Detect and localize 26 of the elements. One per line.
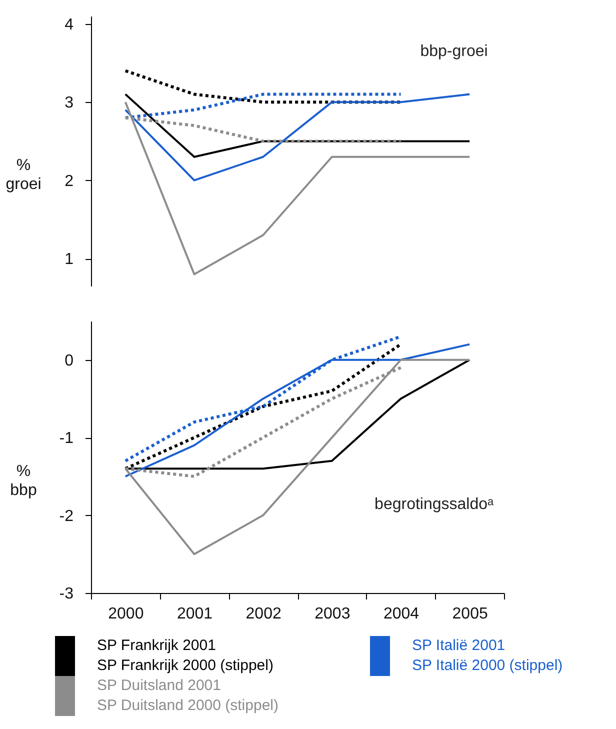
legend-label: SP Frankrijk 2001 bbox=[97, 636, 216, 656]
x-tick-label: 2003 bbox=[314, 606, 350, 622]
x-tick-label: 2002 bbox=[246, 606, 282, 622]
x-tick-label: 2004 bbox=[383, 606, 420, 622]
y-tick-label: 0 bbox=[64, 352, 74, 370]
y-tick-label: 3 bbox=[64, 94, 74, 112]
y-tick-label: -1 bbox=[59, 430, 74, 448]
y-tick-label: -3 bbox=[59, 586, 74, 602]
y-axis-title: % bbp bbox=[10, 463, 37, 500]
y-tick-label: 2 bbox=[64, 172, 74, 190]
line-series bbox=[124, 101, 471, 276]
line-series bbox=[124, 93, 471, 182]
legend-label: SP Duitsland 2000 (stippel) bbox=[97, 696, 278, 716]
legend-label: SP Italië 2001 bbox=[412, 636, 506, 656]
y-tick-label: 1 bbox=[64, 251, 74, 268]
annotation: bbp-groei bbox=[420, 43, 488, 60]
annotation: begrotingssaldoᵃ bbox=[374, 496, 495, 513]
legend-label: SP Italië 2000 (stippel) bbox=[412, 656, 563, 676]
x-tick-label: 2000 bbox=[108, 606, 144, 622]
x-tick-label: 2005 bbox=[452, 606, 488, 622]
legend-label: SP Frankrijk 2000 (stippel) bbox=[97, 656, 274, 676]
y-axis-title: % groei bbox=[6, 157, 42, 193]
y-tick-label: 4 bbox=[64, 16, 74, 34]
legend-label: SP Duitsland 2001 bbox=[97, 676, 221, 696]
x-tick-label: 2001 bbox=[176, 606, 213, 622]
y-tick-label: -2 bbox=[59, 508, 74, 525]
